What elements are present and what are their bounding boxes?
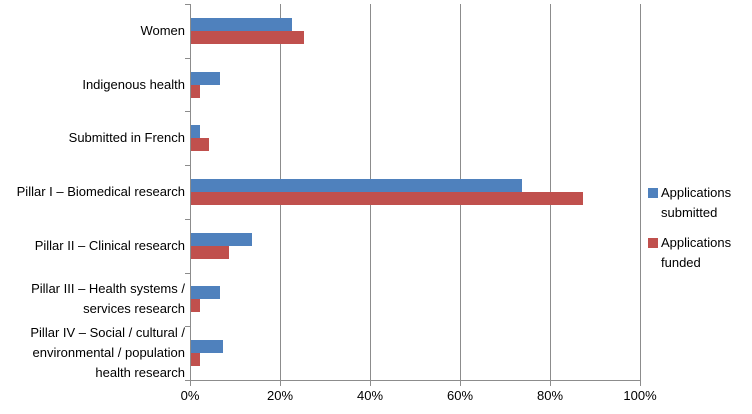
bar-applications-submitted-pillar-ii-clinical-research [191, 233, 252, 246]
bar-applications-funded-pillar-iii-health-systems-services-research [191, 299, 200, 312]
legend-entry-applications-submitted: Applications submitted [648, 183, 748, 223]
bar-applications-submitted-women [191, 18, 293, 31]
x-axis-tick-label: 20% [266, 388, 294, 403]
x-axis-tick-label: 40% [356, 388, 384, 403]
category-label-line: Indigenous health [82, 76, 185, 92]
x-axis-tick-mark [370, 380, 371, 386]
x-axis-tick-mark [190, 380, 191, 386]
x-axis-tick-label: 0% [180, 388, 200, 403]
category-label-line: Pillar IV – Social / cultural / [30, 325, 185, 341]
x-axis-tick-mark [460, 380, 461, 386]
category-label-line: environmental / population [32, 345, 186, 361]
bar-applications-submitted-pillar-iii-health-systems-services-research [191, 286, 221, 299]
y-axis-tick-mark [185, 326, 190, 327]
legend-swatch-funded-icon [648, 238, 658, 248]
category-label-line: Pillar I – Biomedical research [16, 184, 185, 199]
y-axis-tick-mark [185, 219, 190, 220]
bar-applications-submitted-pillar-iv-social-cultural-environmental-population-health-research [191, 340, 223, 353]
legend-label-funded: Applications funded [661, 235, 732, 270]
legend-swatch-submitted-icon [648, 188, 658, 198]
category-label-pillar-ii-clinical-research: Pillar II – Clinical research [35, 236, 185, 256]
category-label-pillar-i-biomedical-research: Pillar I – Biomedical research [17, 182, 185, 202]
category-label-indigenous-health: Indigenous health [82, 75, 185, 95]
bar-applications-funded-submitted-in-french [191, 138, 209, 151]
category-label-women: Women [140, 21, 185, 41]
y-axis-tick-mark [185, 273, 190, 274]
category-label-submitted-in-french: Submitted in French [69, 128, 185, 148]
bar-applications-funded-pillar-iv-social-cultural-environmental-population-health-research [191, 353, 200, 366]
bar-applications-submitted-pillar-i-biomedical-research [191, 179, 522, 192]
x-axis-tick-mark [280, 380, 281, 386]
y-axis-line [190, 4, 191, 381]
bar-applications-submitted-indigenous-health [191, 72, 221, 85]
category-label-pillar-iv-social-cultural-environmental-population-health-research: Pillar IV – Social / cultural / environme… [30, 323, 185, 383]
x-axis-tick-mark [550, 380, 551, 386]
bar-applications-submitted-submitted-in-french [191, 125, 200, 138]
category-label-line: health research [95, 365, 185, 381]
x-axis-line [190, 380, 641, 381]
bar-applications-funded-pillar-ii-clinical-research [191, 246, 230, 259]
y-axis-tick-mark [185, 380, 190, 381]
category-label-line: services research [83, 301, 185, 317]
bar-applications-funded-women [191, 31, 304, 44]
legend-entry-applications-funded: Applications funded [648, 233, 748, 273]
category-label-pillar-iii-health-systems-services-research: Pillar III – Health systems / services re… [31, 279, 185, 319]
y-axis-tick-mark [185, 4, 190, 5]
x-axis-tick-label: 60% [446, 388, 474, 403]
legend: Applications submitted Applications fund… [648, 183, 748, 273]
y-axis-tick-mark [185, 111, 190, 112]
bar-applications-funded-pillar-i-biomedical-research [191, 192, 583, 205]
x-axis-tick-label: 100% [623, 388, 657, 403]
legend-label-submitted: Applications submitted [661, 185, 732, 220]
y-axis-tick-mark [185, 165, 190, 166]
x-axis-tick-mark [640, 380, 641, 386]
y-axis-tick-mark [185, 58, 190, 59]
category-label-line: Pillar III – Health systems / [31, 281, 185, 297]
gridline [640, 4, 641, 380]
category-label-line: Pillar II – Clinical research [34, 237, 185, 253]
category-label-line: Women [140, 22, 185, 38]
bar-applications-funded-indigenous-health [191, 85, 200, 98]
x-axis-tick-label: 80% [536, 388, 564, 403]
category-label-line: Submitted in French [68, 130, 185, 146]
